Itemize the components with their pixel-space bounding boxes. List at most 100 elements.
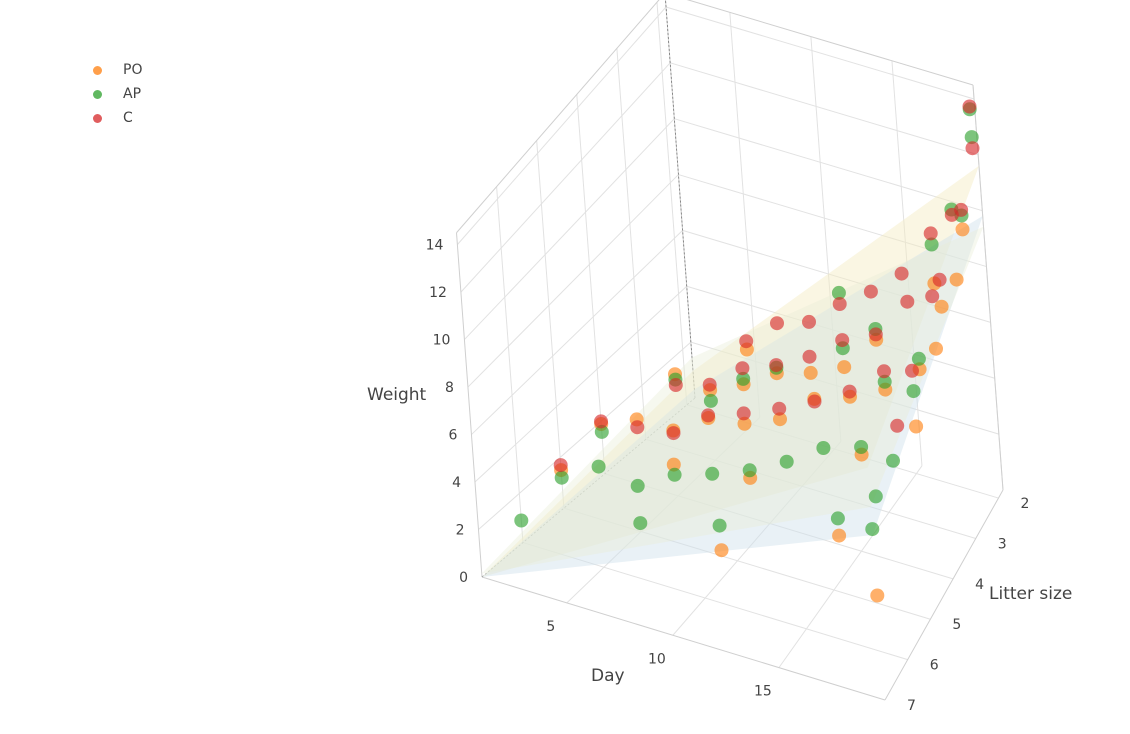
- data-point-c: [735, 361, 750, 376]
- fitted-surface: [482, 215, 983, 577]
- data-point-c: [932, 272, 947, 287]
- data-point-po: [666, 457, 681, 472]
- grid-line: [464, 118, 675, 340]
- data-point-c: [944, 207, 959, 222]
- grid-line: [729, 12, 761, 418]
- data-point-po: [737, 416, 752, 431]
- data-point-c: [668, 378, 683, 392]
- data-point-po: [955, 222, 970, 237]
- grid-line: [471, 230, 683, 435]
- data-point-c: [835, 333, 850, 348]
- data-point-c: [666, 426, 681, 441]
- grid-line: [604, 473, 954, 580]
- data-point-ap: [868, 489, 883, 504]
- data-point-ap: [877, 374, 892, 389]
- data-point-ap: [554, 470, 569, 485]
- box-edge: [665, 0, 696, 399]
- grid-line: [616, 48, 647, 440]
- grid-line: [645, 438, 976, 539]
- data-point-po: [934, 299, 949, 314]
- data-point-ap: [742, 463, 757, 478]
- data-point-c: [553, 458, 568, 473]
- fitted-surfaces: [481, 165, 984, 577]
- legend-label-ap: AP: [123, 86, 142, 102]
- legend-label-c: C: [123, 110, 133, 126]
- data-point-ap: [831, 285, 846, 300]
- data-point-po: [832, 528, 847, 543]
- grid-line: [478, 341, 692, 530]
- z-tick-label: 2: [456, 523, 465, 539]
- z-tick-label: 14: [426, 238, 444, 254]
- data-point-c: [736, 406, 751, 421]
- z-tick-label: 12: [429, 285, 447, 301]
- y-tick-label: 3: [998, 537, 1007, 553]
- grid-line: [678, 174, 987, 268]
- grid-line: [496, 186, 524, 543]
- data-point-po: [803, 365, 818, 380]
- data-point-c: [701, 408, 716, 423]
- grid-line: [467, 174, 679, 388]
- legend-item-po[interactable]: PO: [88, 58, 142, 82]
- data-point-ap: [633, 516, 648, 531]
- fitted-surface: [482, 165, 979, 577]
- data-point-ap: [779, 454, 794, 469]
- z-tick-label: 10: [433, 333, 451, 349]
- data-point-c: [807, 394, 822, 409]
- grid-line: [778, 465, 923, 668]
- data-point-c: [905, 363, 919, 378]
- legend-marker-c: [93, 113, 102, 123]
- data-point-po: [837, 360, 852, 375]
- legend-marker-ap: [93, 89, 102, 99]
- data-point-c: [925, 289, 940, 304]
- box-edge: [686, 0, 974, 86]
- grid-lines: [456, 0, 1004, 701]
- legend-item-ap[interactable]: AP: [88, 82, 142, 106]
- grid-line: [566, 417, 761, 604]
- data-point-c: [739, 334, 754, 349]
- data-point-ap: [911, 351, 926, 366]
- data-point-ap: [514, 513, 529, 528]
- y-tick-label: 6: [930, 658, 939, 674]
- z-tick-label: 6: [448, 428, 457, 444]
- z-tick-label: 0: [459, 570, 468, 586]
- data-point-c: [923, 226, 938, 241]
- data-point-ap: [854, 440, 869, 454]
- grid-line: [576, 94, 606, 474]
- data-point-c: [894, 266, 909, 281]
- grid-line: [563, 507, 931, 620]
- data-point-ap: [886, 453, 900, 468]
- data-point-c: [962, 99, 977, 114]
- box-edge: [481, 576, 886, 701]
- data-point-ap: [667, 467, 682, 482]
- data-point-c: [877, 364, 891, 379]
- x-tick-label: 5: [546, 619, 555, 635]
- z-tick-label: 4: [452, 475, 461, 491]
- data-point-ap: [865, 522, 880, 537]
- data-point-ap: [830, 511, 845, 526]
- grid-line: [810, 36, 842, 442]
- fitted-surface: [481, 226, 984, 574]
- data-point-c: [769, 358, 784, 373]
- grid-line: [457, 6, 667, 245]
- x-tick-label: 15: [754, 684, 772, 700]
- grid-line: [672, 441, 842, 636]
- data-point-c: [890, 418, 905, 433]
- y-tick-label: 2: [1021, 496, 1030, 512]
- data-point-c: [630, 420, 645, 435]
- y-tick-label: 5: [952, 617, 961, 633]
- data-point-c: [772, 401, 787, 416]
- grid-line: [536, 140, 565, 509]
- data-point-po: [714, 543, 729, 558]
- data-point-c: [868, 327, 883, 342]
- data-point-c: [802, 349, 817, 364]
- y-axis-title: Litter size: [989, 584, 1072, 604]
- data-point-ap: [906, 384, 921, 399]
- data-point-po: [909, 419, 924, 434]
- z-axis-title: Weight: [367, 385, 427, 405]
- data-point-c: [702, 377, 717, 392]
- legend-item-c[interactable]: C: [88, 106, 142, 130]
- data-point-c: [842, 384, 857, 399]
- data-point-po: [929, 341, 943, 356]
- grid-line: [665, 6, 975, 100]
